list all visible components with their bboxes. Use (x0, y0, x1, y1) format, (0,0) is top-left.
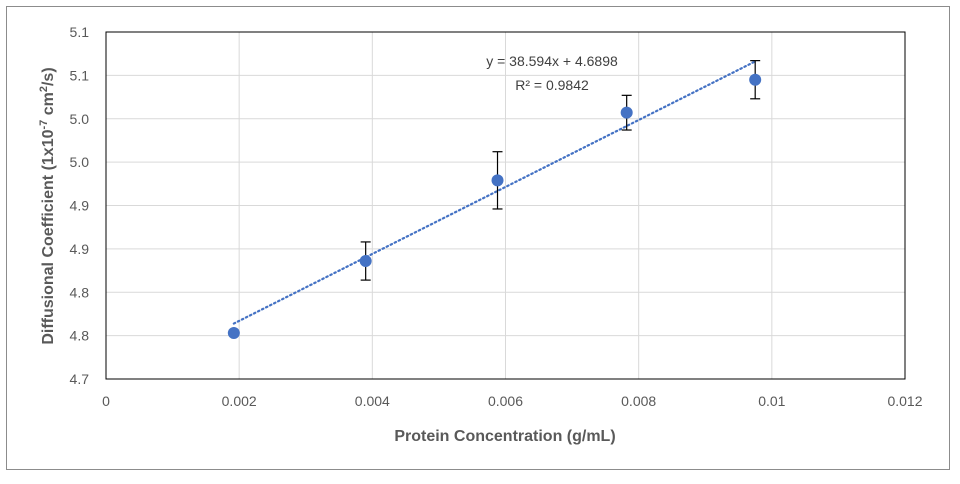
tick-label-layer: 0 0.002 0.004 0.006 0.008 0.01 0.012 4.7 4.8 4.8 4… (70, 24, 923, 409)
data-point-4 (749, 73, 762, 86)
y-tick-label-2: 4.8 (70, 284, 90, 300)
data-point-layer (227, 73, 762, 340)
x-axis-title: Protein Concentration (g/mL) (394, 428, 615, 445)
y-axis-title-part-3: /s) (40, 67, 57, 86)
trendline-equation: y = 38.594x + 4.6898 (486, 53, 618, 69)
y-axis-title-squared: 2 (38, 86, 50, 92)
grid-layer (105, 31, 906, 380)
trendline-layer (232, 60, 757, 325)
plot-area-border (105, 31, 906, 380)
y-tick-label-1: 4.8 (70, 328, 90, 344)
y-axis-title-part-1: Diffusional Coefficient (1x10 (40, 129, 57, 344)
x-tick-label-4: 0.008 (621, 393, 656, 409)
y-tick-label-0: 4.7 (70, 371, 90, 387)
y-tick-label-5: 5.0 (70, 154, 90, 170)
x-tick-label-0: 0 (102, 393, 110, 409)
x-tick-label-2: 0.004 (355, 393, 390, 409)
data-point-1 (359, 255, 372, 268)
y-tick-label-4: 4.9 (70, 198, 90, 214)
y-tick-label-3: 4.9 (70, 241, 90, 257)
y-tick-label-6: 5.0 (70, 111, 90, 127)
trendline (232, 60, 757, 325)
data-point-0 (227, 327, 240, 340)
x-tick-label-3: 0.006 (488, 393, 523, 409)
data-point-3 (620, 106, 633, 119)
error-bar-layer (360, 60, 761, 281)
r-squared-label: R² = 0.9842 (515, 77, 589, 93)
y-axis-title-exponent: -7 (38, 120, 50, 130)
chart-frame (6, 6, 950, 470)
y-axis-title-part-2: cm (40, 92, 57, 120)
y-axis-title: Diffusional Coefficient (1x10-7 cm2/s) (38, 67, 57, 344)
x-tick-label-1: 0.002 (222, 393, 257, 409)
data-point-2 (491, 174, 504, 187)
x-tick-label-5: 0.01 (758, 393, 785, 409)
x-tick-label-6: 0.012 (887, 393, 922, 409)
y-tick-label-7: 5.1 (70, 67, 90, 83)
y-tick-label-8: 5.1 (70, 24, 90, 40)
